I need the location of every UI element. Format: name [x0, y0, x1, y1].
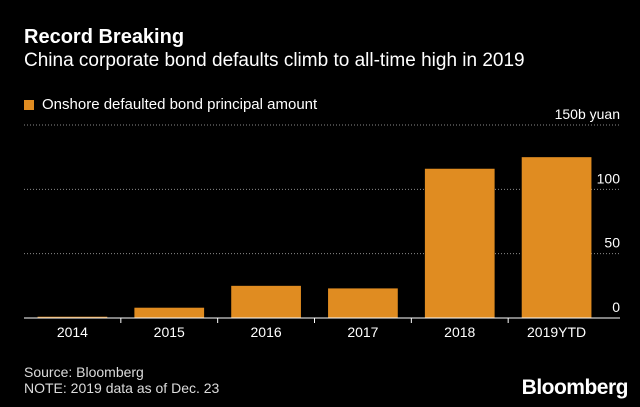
x-tick-label: 2015 [154, 324, 185, 340]
bar [521, 157, 592, 318]
legend-label: Onshore defaulted bond principal amount [42, 96, 318, 113]
chart-title: Record Breaking [24, 26, 185, 48]
x-tick-label: 2017 [347, 324, 378, 340]
chart-subtitle: China corporate bond defaults climb to a… [24, 50, 525, 71]
legend-swatch [24, 99, 34, 110]
y-tick-label: 0 [612, 299, 620, 315]
y-tick-label: 50 [604, 235, 620, 251]
x-tick-label: 2019YTD [527, 324, 586, 340]
x-tick-label: 2016 [251, 324, 282, 340]
x-tick-label: 2014 [57, 324, 88, 340]
y-tick-label: 150b yuan [555, 106, 620, 122]
y-tick-label: 100 [597, 170, 621, 186]
bar [424, 168, 495, 318]
source-note: Source: Bloomberg [24, 364, 144, 380]
bar [231, 285, 301, 318]
legend: Onshore defaulted bond principal amount [24, 96, 317, 113]
footnote: NOTE: 2019 data as of Dec. 23 [24, 380, 220, 396]
x-tick-label: 2018 [444, 324, 475, 340]
bar [134, 307, 205, 318]
bar [37, 316, 108, 318]
bloomberg-logo: Bloomberg [521, 376, 629, 399]
bar [328, 288, 398, 318]
